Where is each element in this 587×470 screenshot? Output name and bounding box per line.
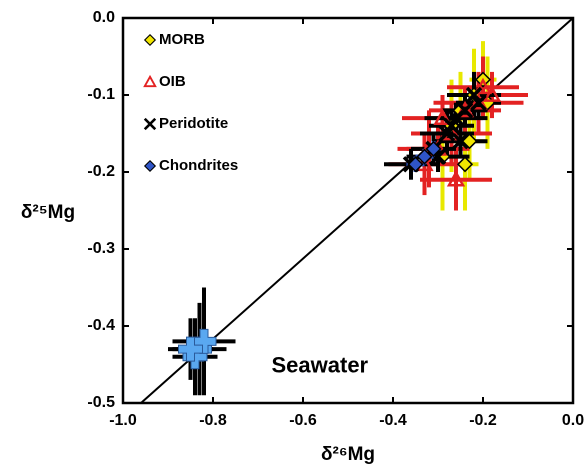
plot-frame bbox=[121, 16, 575, 405]
legend-marker bbox=[143, 159, 157, 173]
marker bbox=[482, 85, 502, 102]
marker bbox=[433, 108, 452, 125]
marker bbox=[473, 77, 493, 95]
x-tick-label: -0.6 bbox=[289, 412, 317, 429]
marker bbox=[456, 156, 474, 173]
marker bbox=[465, 86, 483, 104]
x-axis-label: δ²⁶Mg bbox=[321, 444, 375, 465]
marker bbox=[178, 336, 203, 362]
legend-marker bbox=[143, 74, 157, 88]
legend-label: MORB bbox=[159, 31, 205, 48]
marker bbox=[456, 102, 474, 119]
marker bbox=[407, 156, 424, 173]
annotation: Seawater bbox=[272, 353, 369, 378]
marker bbox=[470, 94, 487, 111]
marker bbox=[455, 100, 475, 118]
marker bbox=[469, 93, 488, 110]
y-tick-label: -0.4 bbox=[87, 317, 115, 334]
x-tick-label: -0.4 bbox=[379, 412, 407, 429]
marker bbox=[452, 132, 469, 150]
legend-label: Chondrites bbox=[159, 157, 238, 174]
marker bbox=[443, 117, 460, 135]
y-tick-label: 0.0 bbox=[93, 9, 115, 26]
marker bbox=[425, 140, 442, 157]
y-tick-label: -0.1 bbox=[87, 86, 115, 103]
y-tick-label: -0.2 bbox=[87, 163, 115, 180]
y-tick-label: -0.3 bbox=[87, 240, 115, 257]
x-tick-label: 0.0 bbox=[562, 412, 584, 429]
marker bbox=[446, 170, 466, 187]
legend-marker bbox=[143, 117, 157, 131]
x-tick-label: -0.8 bbox=[199, 412, 227, 429]
legend-marker bbox=[143, 33, 157, 47]
x-tick-label: -0.2 bbox=[469, 412, 497, 429]
marker bbox=[438, 125, 456, 142]
x-tick-label: -1.0 bbox=[109, 412, 137, 429]
legend-label: OIB bbox=[159, 73, 186, 90]
y-axis-label: δ²⁵Mg bbox=[21, 202, 75, 223]
marker bbox=[416, 148, 433, 165]
legend-label: Peridotite bbox=[159, 115, 228, 132]
y-tick-label: -0.5 bbox=[87, 394, 115, 411]
